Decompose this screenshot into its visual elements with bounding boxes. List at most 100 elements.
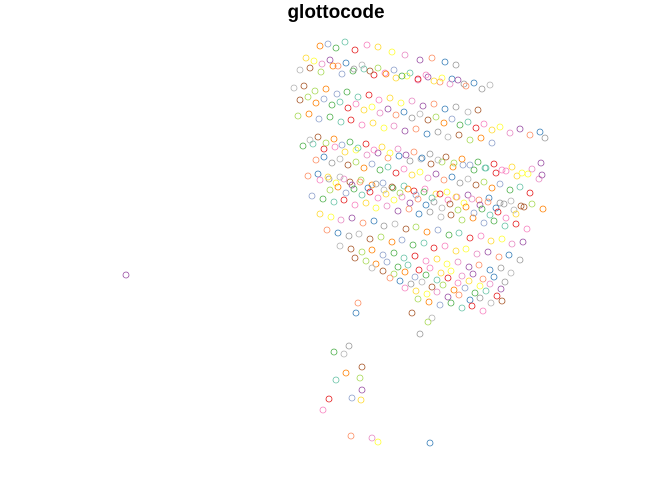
data-point: [319, 195, 327, 203]
data-point: [358, 191, 366, 199]
data-point: [490, 217, 498, 225]
data-point: [420, 239, 428, 247]
data-point: [416, 110, 424, 118]
data-point: [322, 85, 330, 93]
data-point: [351, 254, 359, 262]
data-point: [337, 216, 345, 224]
data-point: [370, 71, 378, 79]
data-point: [526, 189, 534, 197]
data-point: [352, 146, 360, 154]
data-point: [466, 296, 474, 304]
data-point: [416, 56, 424, 64]
data-point: [368, 434, 376, 442]
data-point: [454, 76, 462, 84]
data-point: [428, 283, 436, 291]
data-point: [332, 179, 340, 187]
data-point: [370, 217, 378, 225]
data-point: [426, 208, 434, 216]
data-point: [494, 208, 502, 216]
data-point: [443, 188, 451, 196]
data-point: [423, 228, 431, 236]
data-point: [416, 330, 424, 338]
data-point: [330, 348, 338, 356]
data-point: [330, 198, 338, 206]
data-point: [394, 145, 402, 153]
data-point: [528, 165, 536, 173]
data-point: [465, 277, 473, 285]
data-point: [348, 181, 356, 189]
data-point: [386, 274, 394, 282]
data-point: [487, 237, 495, 245]
data-point: [360, 106, 368, 114]
data-point: [374, 194, 382, 202]
data-point: [506, 186, 514, 194]
data-point: [400, 254, 408, 262]
data-point: [340, 175, 348, 183]
data-point: [507, 197, 515, 205]
data-point: [424, 318, 432, 326]
data-point: [520, 203, 528, 211]
data-point: [344, 104, 352, 112]
data-point: [347, 116, 355, 124]
data-point: [412, 191, 420, 199]
data-point: [458, 155, 466, 163]
data-point: [359, 219, 367, 227]
data-point: [320, 95, 328, 103]
data-point: [469, 214, 477, 222]
data-point: [362, 140, 370, 148]
data-point: [488, 139, 496, 147]
data-point: [477, 134, 485, 142]
data-point: [386, 94, 394, 102]
data-point: [486, 81, 494, 89]
data-point: [392, 169, 400, 177]
data-point: [348, 214, 356, 222]
data-point: [538, 171, 546, 179]
data-point: [428, 194, 436, 202]
data-point: [336, 98, 344, 106]
data-point: [320, 153, 328, 161]
data-point: [412, 223, 420, 231]
data-point: [493, 292, 501, 300]
data-point: [312, 156, 320, 164]
data-point: [500, 200, 508, 208]
data-point: [412, 287, 420, 295]
data-point: [465, 263, 473, 271]
data-point: [439, 281, 447, 289]
data-point: [436, 301, 444, 309]
data-point: [470, 209, 478, 217]
data-point: [466, 161, 474, 169]
data-point: [441, 105, 449, 113]
data-point: [425, 298, 433, 306]
data-point: [419, 102, 427, 110]
data-point: [486, 266, 494, 274]
data-point: [433, 288, 441, 296]
data-point: [383, 258, 391, 266]
data-point: [448, 173, 456, 181]
data-point: [408, 171, 416, 179]
data-point: [348, 394, 356, 402]
data-point: [476, 282, 484, 290]
data-point: [458, 272, 466, 280]
data-point: [446, 200, 454, 208]
data-point: [362, 257, 370, 265]
data-point: [394, 207, 402, 215]
data-point: [416, 168, 424, 176]
data-point: [388, 48, 396, 56]
data-point: [444, 133, 452, 141]
data-point: [316, 42, 324, 50]
data-point: [468, 195, 476, 203]
data-point: [501, 222, 509, 230]
data-point: [352, 158, 360, 166]
data-point: [390, 66, 398, 74]
data-point: [328, 159, 336, 167]
data-point: [394, 263, 402, 271]
data-point: [539, 205, 547, 213]
data-point: [390, 122, 398, 130]
data-point: [375, 96, 383, 104]
data-point: [512, 210, 520, 218]
data-point: [384, 105, 392, 113]
data-point: [388, 238, 396, 246]
data-point: [412, 125, 420, 133]
data-point: [452, 247, 460, 255]
data-point: [406, 69, 414, 77]
